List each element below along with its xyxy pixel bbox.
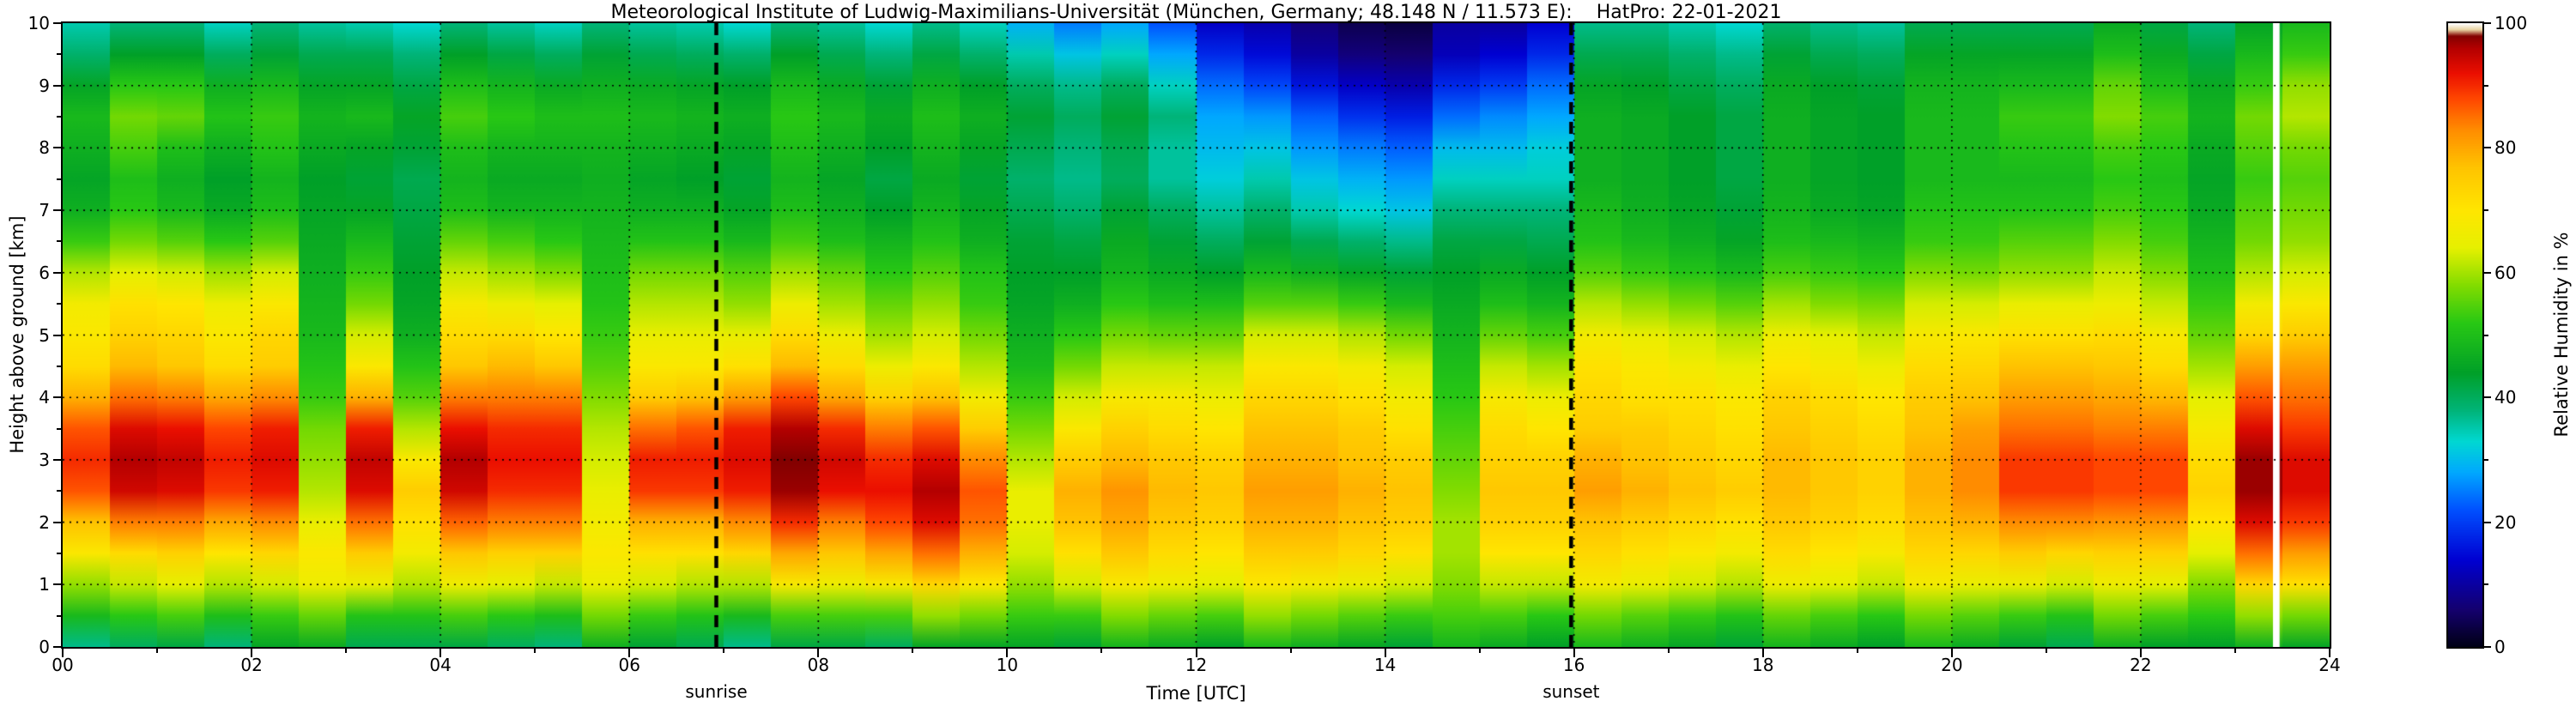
colorbar-tick-label: 0 (2494, 637, 2506, 657)
sunset-label: sunset (1543, 681, 1600, 702)
x-tick-label: 08 (807, 655, 830, 675)
x-minor-tick (1667, 649, 1670, 653)
x-minor-tick (2045, 649, 2047, 653)
colorbar-major-tick (2484, 646, 2491, 648)
y-minor-tick (57, 552, 61, 554)
y-major-tick (53, 646, 61, 648)
colorbar-tick-label: 20 (2494, 511, 2517, 533)
y-minor-tick (57, 178, 61, 180)
y-major-tick (53, 22, 61, 24)
x-minor-tick (2234, 649, 2236, 653)
x-major-tick (1384, 649, 1386, 657)
x-tick-label: 04 (429, 655, 452, 675)
x-tick-label: 02 (240, 655, 263, 675)
y-tick-label: 8 (39, 137, 50, 159)
y-major-tick (53, 583, 61, 586)
chart-title: Meteorological Institute of Ludwig-Maxim… (610, 2, 1782, 23)
x-major-tick (2329, 649, 2331, 657)
colorbar (2446, 21, 2484, 649)
x-tick-label: 06 (618, 655, 640, 675)
x-minor-tick (1478, 649, 1481, 653)
x-major-tick (628, 649, 631, 657)
y-tick-label: 0 (39, 637, 50, 657)
x-tick-label: 00 (52, 655, 74, 675)
x-minor-tick (534, 649, 536, 653)
colorbar-major-tick (2484, 22, 2491, 24)
colorbar-minor-tick (2484, 209, 2488, 212)
x-tick-label: 14 (1373, 655, 1397, 675)
x-tick-label: 10 (996, 655, 1019, 675)
colorbar-label: Relative Humidity in % (2551, 232, 2572, 438)
y-tick-label: 4 (39, 387, 50, 408)
colorbar-minor-tick (2484, 458, 2488, 461)
sunrise-label: sunrise (685, 681, 748, 702)
x-major-tick (251, 649, 253, 657)
x-tick-label: 22 (2130, 655, 2152, 675)
colorbar-tick-label: 40 (2494, 387, 2517, 408)
y-major-tick (53, 396, 61, 399)
y-minor-tick (57, 240, 61, 243)
y-minor-tick (57, 490, 61, 492)
x-minor-tick (1856, 649, 1858, 653)
x-major-tick (439, 649, 442, 657)
x-minor-tick (1289, 649, 1292, 653)
y-tick-label: 9 (39, 75, 50, 96)
x-minor-tick (723, 649, 725, 653)
y-major-tick (53, 458, 61, 461)
colorbar-major-tick (2484, 147, 2491, 149)
y-tick-label: 5 (39, 324, 50, 346)
colorbar-major-tick (2484, 521, 2491, 523)
x-axis-label: Time [UTC] (1146, 683, 1246, 704)
colorbar-major-tick (2484, 396, 2491, 399)
x-minor-tick (1100, 649, 1103, 653)
y-major-tick (53, 521, 61, 523)
x-tick-label: 20 (1941, 655, 1963, 675)
x-major-tick (1761, 649, 1764, 657)
y-major-tick (53, 147, 61, 149)
y-tick-label: 6 (39, 262, 50, 283)
x-tick-label: 12 (1185, 655, 1208, 675)
y-minor-tick (57, 614, 61, 617)
colorbar-tick-label: 100 (2494, 13, 2528, 33)
y-minor-tick (57, 427, 61, 430)
x-major-tick (2139, 649, 2142, 657)
y-tick-label: 10 (27, 13, 50, 33)
colorbar-canvas (2448, 23, 2482, 647)
y-tick-label: 2 (39, 511, 50, 533)
colorbar-minor-tick (2484, 583, 2488, 586)
colorbar-minor-tick (2484, 334, 2488, 336)
x-major-tick (1573, 649, 1575, 657)
x-major-tick (1006, 649, 1009, 657)
colorbar-tick-label: 60 (2494, 262, 2517, 283)
y-major-tick (53, 84, 61, 87)
x-major-tick (1950, 649, 1953, 657)
colorbar-tick-label: 80 (2494, 137, 2517, 159)
colorbar-minor-tick (2484, 84, 2488, 87)
y-minor-tick (57, 116, 61, 118)
x-tick-label: 18 (1752, 655, 1774, 675)
humidity-heatmap-canvas (63, 23, 2330, 647)
y-tick-label: 7 (39, 200, 50, 221)
x-major-tick (62, 649, 64, 657)
y-minor-tick (57, 303, 61, 305)
x-tick-label: 24 (2318, 655, 2341, 675)
y-tick-label: 3 (39, 449, 50, 470)
x-tick-label: 16 (1562, 655, 1585, 675)
y-major-tick (53, 334, 61, 336)
x-major-tick (817, 649, 820, 657)
y-minor-tick (57, 365, 61, 367)
y-tick-label: 1 (39, 574, 50, 595)
x-minor-tick (345, 649, 348, 653)
heatmap-plot-area (61, 21, 2331, 649)
x-major-tick (1195, 649, 1197, 657)
x-minor-tick (156, 649, 159, 653)
colorbar-major-tick (2484, 271, 2491, 274)
y-major-tick (53, 209, 61, 212)
y-major-tick (53, 271, 61, 274)
x-minor-tick (912, 649, 914, 653)
y-minor-tick (57, 53, 61, 56)
